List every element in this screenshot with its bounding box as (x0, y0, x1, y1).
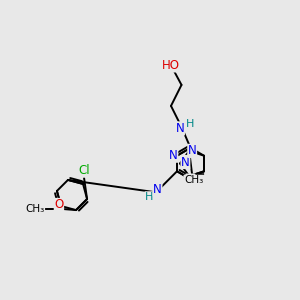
Text: N: N (176, 122, 184, 135)
Text: CH₃: CH₃ (184, 175, 203, 185)
Text: O: O (54, 199, 64, 212)
Text: N: N (188, 144, 197, 158)
Text: CH₃: CH₃ (25, 204, 45, 214)
Text: N: N (186, 174, 195, 187)
Text: N: N (181, 155, 190, 169)
Text: N: N (153, 183, 162, 196)
Text: H: H (186, 119, 194, 129)
Text: H: H (145, 192, 154, 202)
Text: N: N (169, 149, 178, 162)
Text: HO: HO (162, 59, 180, 72)
Text: Cl: Cl (78, 164, 90, 177)
